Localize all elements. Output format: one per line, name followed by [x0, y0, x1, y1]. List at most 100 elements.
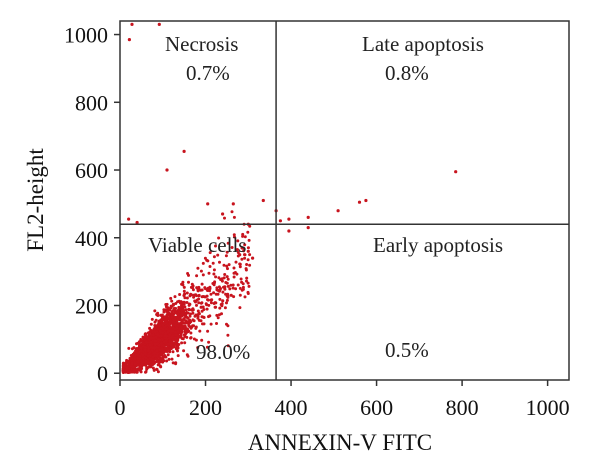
y-axis-title: FL2-height: [23, 148, 48, 252]
data-point: [194, 338, 198, 342]
data-point: [169, 329, 173, 333]
data-point: [186, 311, 190, 315]
data-point: [149, 363, 153, 366]
data-point: [144, 363, 148, 367]
data-point: [226, 277, 230, 281]
data-point: [185, 296, 189, 300]
data-point: [206, 329, 210, 333]
data-point: [173, 327, 177, 331]
data-point: [233, 235, 236, 239]
y-tick-label: 1000: [64, 23, 108, 48]
data-point: [245, 263, 249, 266]
data-point: [193, 293, 196, 297]
data-point: [191, 308, 195, 312]
data-point: [200, 309, 204, 313]
data-point: [207, 271, 211, 275]
data-point: [167, 357, 171, 361]
data-point: [176, 315, 180, 319]
data-point: [126, 364, 130, 368]
data-point: [138, 354, 142, 358]
data-point: [230, 246, 234, 249]
data-point: [223, 287, 227, 291]
data-point: [207, 303, 211, 307]
data-point: [246, 246, 250, 250]
data-point: [238, 293, 242, 297]
data-point: [153, 309, 157, 313]
data-point: [229, 283, 233, 287]
data-point: [162, 308, 166, 312]
data-point: [173, 330, 177, 334]
data-point: [218, 288, 222, 291]
data-point: [147, 338, 151, 341]
data-point: [149, 322, 153, 326]
data-point: [187, 302, 191, 306]
data-point: [208, 265, 212, 268]
data-point: [158, 329, 162, 333]
data-point: [212, 272, 216, 276]
data-point: [170, 340, 174, 344]
data-point: [209, 301, 213, 305]
data-point: [180, 341, 184, 345]
data-point-outlier: [364, 198, 368, 203]
data-point: [207, 287, 211, 291]
data-point: [126, 370, 130, 374]
data-point: [170, 335, 174, 339]
data-point: [243, 253, 246, 257]
data-point-outlier: [306, 226, 310, 230]
data-point: [155, 368, 159, 371]
data-point: [214, 244, 217, 248]
data-point: [178, 318, 182, 322]
data-point: [178, 301, 182, 305]
data-point: [197, 294, 201, 298]
data-point: [153, 354, 157, 358]
data-point: [176, 334, 180, 338]
data-point: [144, 370, 147, 374]
data-point: [197, 301, 201, 305]
data-point: [232, 275, 236, 279]
data-point: [140, 339, 144, 343]
data-point: [187, 307, 191, 311]
data-point: [164, 303, 168, 306]
data-point-outlier: [261, 198, 265, 203]
data-point: [232, 295, 236, 299]
data-point: [164, 336, 168, 340]
data-point: [200, 282, 204, 286]
data-point: [230, 210, 234, 214]
data-point: [171, 345, 175, 349]
data-point: [200, 288, 204, 292]
data-point: [218, 297, 222, 301]
data-point: [154, 318, 158, 322]
data-point: [187, 273, 190, 277]
data-point: [174, 362, 178, 366]
data-point: [164, 355, 168, 359]
data-point-outlier: [199, 305, 203, 309]
data-point: [176, 313, 180, 316]
data-point: [211, 261, 215, 265]
data-point-outlier: [306, 215, 310, 219]
data-point: [225, 322, 228, 326]
data-point: [136, 356, 139, 360]
data-point: [212, 291, 216, 295]
data-point-outlier: [278, 219, 282, 223]
data-point: [226, 333, 230, 337]
data-point: [133, 357, 137, 361]
data-point: [148, 343, 152, 347]
data-point: [151, 366, 155, 370]
data-point: [212, 255, 216, 259]
data-point: [228, 287, 232, 291]
data-point: [221, 299, 225, 303]
data-point: [147, 349, 150, 352]
data-point: [188, 314, 192, 318]
data-point: [143, 332, 147, 336]
data-point: [189, 326, 193, 330]
y-tick-label: 800: [75, 90, 108, 115]
quadrant-percent-viable-cells: 98.0%: [196, 340, 250, 364]
y-tick-label: 0: [97, 361, 108, 386]
data-point: [161, 316, 165, 320]
data-point: [238, 306, 242, 310]
quadrant-percent-necrosis: 0.7%: [186, 61, 230, 85]
data-point: [171, 350, 175, 354]
data-point: [217, 236, 221, 240]
data-point: [183, 292, 187, 296]
